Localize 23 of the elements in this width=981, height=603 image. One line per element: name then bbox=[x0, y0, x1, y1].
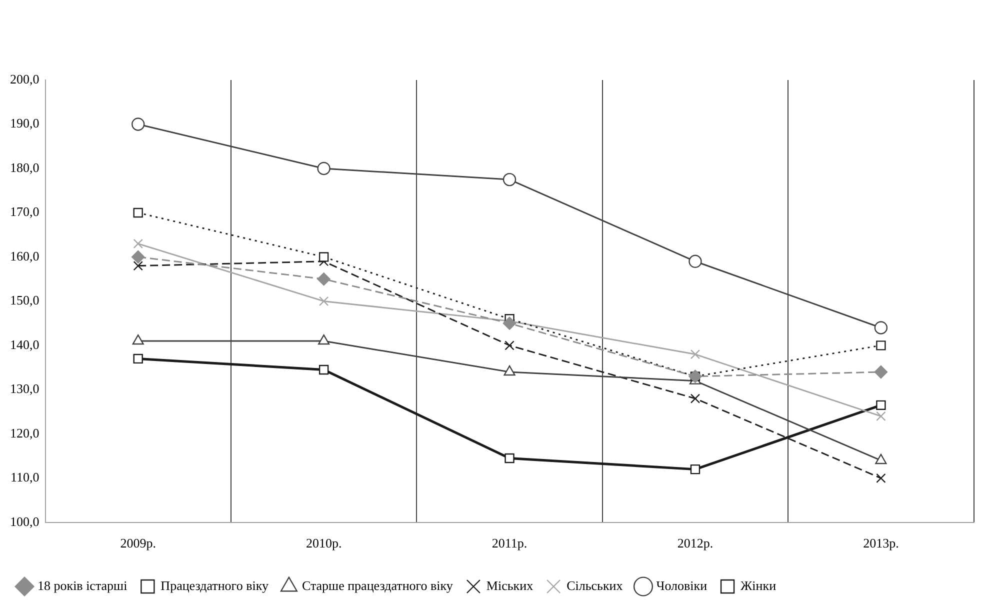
x-tick-label: 2009р. bbox=[120, 536, 156, 551]
y-tick-label: 170,0 bbox=[10, 204, 40, 220]
x-tick-label: 2013р. bbox=[863, 536, 899, 551]
y-tick-label: 160,0 bbox=[10, 248, 40, 264]
legend-label: Працездатного віку bbox=[160, 578, 269, 593]
x-tick-label: 2011р. bbox=[492, 536, 528, 551]
y-tick-label: 150,0 bbox=[10, 292, 40, 308]
legend-label: Сільських bbox=[566, 578, 624, 593]
x-tick-label: 2010р. bbox=[306, 536, 342, 551]
y-tick-label: 110,0 bbox=[10, 470, 40, 485]
y-tick-label: 190,0 bbox=[10, 116, 40, 131]
y-tick-label: 120,0 bbox=[10, 425, 40, 440]
x-tick-label: 2012р. bbox=[677, 536, 714, 551]
legend-label: Старше працездатного віку bbox=[302, 578, 454, 593]
y-tick-label: 100,0 bbox=[10, 514, 40, 529]
legend-label: 18 років істарші bbox=[38, 578, 128, 593]
y-tick-label: 140,0 bbox=[10, 336, 40, 352]
y-tick-label: 180,0 bbox=[10, 160, 40, 175]
y-tick-label: 200,0 bbox=[10, 71, 40, 86]
legend-label: Чоловіки bbox=[656, 578, 708, 593]
y-tick-label: 130,0 bbox=[10, 381, 40, 396]
legend-label: Міських bbox=[486, 578, 534, 593]
legend-label: Жінки bbox=[740, 578, 776, 593]
